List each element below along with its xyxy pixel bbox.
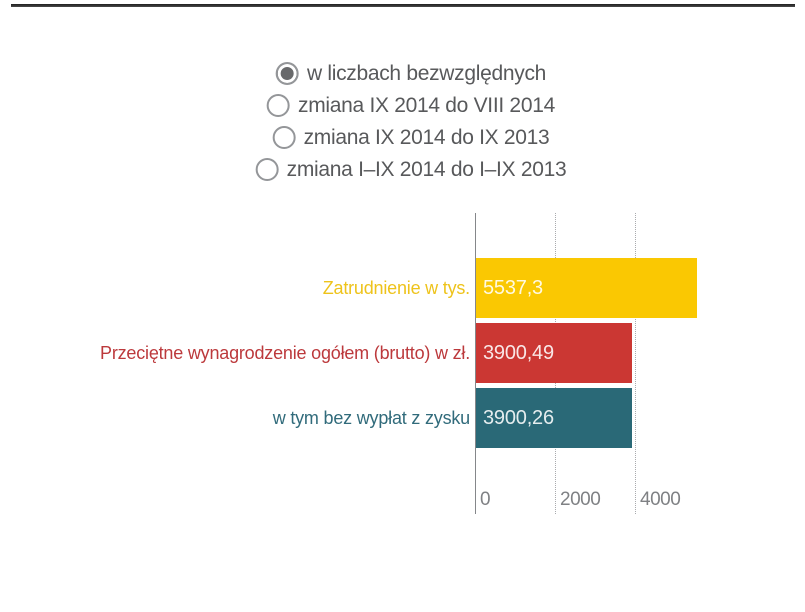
radio-group: w liczbach bezwzględnych zmiana IX 2014 d… [255, 62, 567, 181]
top-divider-line [11, 4, 795, 7]
bar-value-label: 5537,3 [483, 276, 543, 299]
radio-unselected-icon[interactable] [267, 94, 291, 117]
gridline [635, 213, 636, 514]
radio-option[interactable]: w liczbach bezwzględnych [275, 62, 547, 85]
radio-option-label: w liczbach bezwzględnych [306, 62, 547, 85]
radio-selected-icon[interactable] [275, 62, 299, 85]
radio-option[interactable]: zmiana IX 2014 do VIII 2014 [267, 94, 555, 117]
x-axis-tick-label: 4000 [640, 489, 681, 510]
bar: 3900,49 [476, 323, 632, 383]
category-label: Przeciętne wynagrodzenie ogółem (brutto)… [100, 342, 470, 363]
radio-unselected-icon[interactable] [255, 158, 279, 181]
bar: 5537,3 [476, 258, 697, 318]
radio-option[interactable]: zmiana I–IX 2014 do I–IX 2013 [255, 158, 567, 181]
category-label: w tym bez wypłat z zysku [272, 407, 470, 428]
bar: 3900,26 [476, 388, 632, 448]
bar-value-label: 3900,49 [483, 341, 554, 364]
radio-option-label: zmiana IX 2014 do VIII 2014 [298, 94, 555, 117]
radio-unselected-icon[interactable] [272, 126, 296, 149]
x-axis-tick-label: 2000 [560, 489, 601, 510]
radio-option-label: zmiana IX 2014 do IX 2013 [303, 126, 550, 149]
radio-option[interactable]: zmiana IX 2014 do IX 2013 [272, 126, 550, 149]
category-label: Zatrudnienie w tys. [322, 277, 470, 298]
bar-value-label: 3900,26 [483, 406, 554, 429]
y-axis-line [475, 213, 476, 514]
radio-option-label: zmiana I–IX 2014 do I–IX 2013 [286, 158, 567, 181]
x-axis-tick-label: 0 [480, 489, 491, 510]
